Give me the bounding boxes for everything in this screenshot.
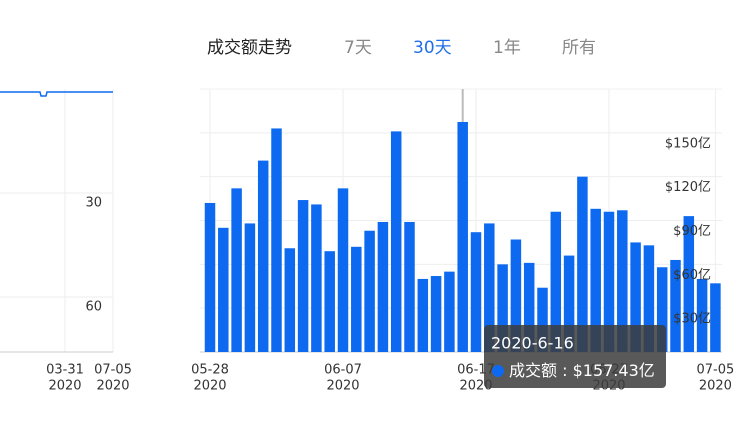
x-tick-label: 03-31 [46, 363, 84, 378]
bar[interactable] [430, 276, 442, 352]
line [0, 91, 113, 97]
bar[interactable] [404, 221, 415, 352]
tooltip-series: 成交额 [509, 361, 557, 380]
bar[interactable] [311, 204, 322, 352]
bar[interactable] [337, 188, 349, 352]
y-tick-label: $60亿 [673, 268, 711, 283]
bar[interactable] [577, 176, 588, 352]
tooltip-value-label: $157.43亿 [573, 361, 655, 380]
bar[interactable] [257, 160, 269, 352]
x-tick-label: 07-05 [697, 363, 735, 378]
x-tick-year: 2020 [193, 379, 226, 394]
bar[interactable] [271, 128, 282, 352]
bar[interactable] [510, 239, 522, 352]
bar[interactable] [710, 283, 721, 352]
y-tick-label: $120亿 [665, 180, 711, 195]
bar[interactable] [550, 211, 562, 352]
bar[interactable] [457, 121, 468, 352]
bar[interactable] [297, 200, 309, 352]
bar[interactable] [364, 230, 375, 352]
tooltip-title: 2020-6-16 [491, 334, 574, 353]
tooltip: 2020-6-16 成交额 : $157.43亿 [484, 325, 666, 388]
x-tick-year: 2020 [48, 379, 81, 394]
x-tick-year: 2020 [96, 379, 129, 394]
tooltip-separator: : [557, 361, 573, 380]
tooltip-value: 成交额 : $157.43亿 [509, 361, 655, 380]
bar[interactable] [537, 287, 548, 352]
bar[interactable] [497, 264, 508, 352]
x-tick-year: 2020 [326, 379, 359, 394]
bar[interactable] [470, 232, 482, 352]
tab[interactable]: 所有 [562, 38, 596, 58]
bar[interactable] [643, 245, 655, 352]
bar[interactable] [696, 278, 708, 352]
bar[interactable] [417, 278, 429, 352]
bar[interactable] [656, 267, 668, 352]
bar[interactable] [523, 262, 535, 352]
x-tick-label: 05-28 [191, 363, 229, 378]
tab[interactable]: 7天 [344, 38, 372, 58]
bar[interactable] [324, 251, 335, 352]
x-tick-year: 2020 [699, 379, 732, 394]
bar[interactable] [377, 221, 389, 352]
bar[interactable] [630, 242, 641, 352]
bar[interactable] [670, 259, 681, 352]
tab-heading: 成交额走势 [207, 38, 292, 58]
bars [204, 121, 721, 352]
bar[interactable] [390, 131, 402, 352]
x-tick-label: 06-07 [324, 363, 362, 378]
bar[interactable] [351, 246, 362, 352]
bar[interactable] [563, 255, 575, 352]
x-tick-label: 07-05 [94, 363, 132, 378]
bar[interactable] [590, 208, 601, 352]
y-tick-label: $150亿 [665, 136, 711, 151]
bar[interactable] [617, 210, 628, 352]
y-tick-label: $30亿 [673, 312, 711, 327]
bar[interactable] [218, 227, 229, 352]
labels: $30亿$60亿$90亿$120亿$150亿05-28202006-072020… [191, 136, 734, 393]
y-tick-label: 30 [85, 196, 102, 211]
tooltip-box [484, 325, 666, 388]
y-tick-label: $90亿 [673, 224, 711, 239]
tab[interactable]: 1年 [493, 38, 521, 58]
bar[interactable] [244, 223, 256, 352]
left-chart: 30 60 03-31 2020 07-05 2020 [0, 89, 132, 394]
tab[interactable]: 30天 [413, 38, 452, 58]
y-tick-label: 60 [85, 300, 102, 315]
bar[interactable] [231, 188, 242, 352]
bar[interactable] [683, 216, 695, 352]
bar[interactable] [284, 248, 296, 352]
bar[interactable] [603, 211, 615, 352]
bar[interactable] [204, 202, 216, 352]
tooltip-dot [492, 365, 504, 377]
bar[interactable] [484, 223, 495, 352]
bar[interactable] [444, 271, 455, 352]
